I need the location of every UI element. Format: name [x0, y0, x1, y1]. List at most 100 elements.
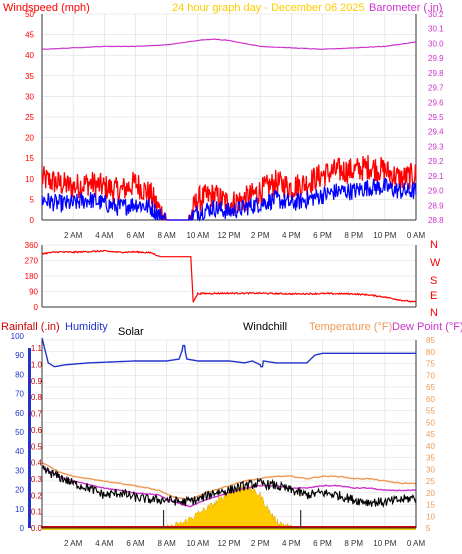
- windspeed-tick-label: 35: [25, 72, 34, 81]
- barometer-line: [42, 38, 417, 51]
- barometer-tick-label: 30.1: [428, 25, 444, 34]
- temperature-tick-label: 80: [426, 348, 435, 357]
- rain-tick-label: 0.5: [31, 442, 43, 451]
- temperature-tick-label: 45: [426, 430, 435, 439]
- windspeed-tick-label: 20: [25, 134, 34, 143]
- bottom-x-tick-label: 2 PM: [251, 539, 270, 548]
- top-x-tick-label: 10 AM: [186, 231, 209, 240]
- humidity-line: [41, 337, 416, 368]
- top-x-tick-label: 8 PM: [344, 231, 363, 240]
- top-x-tick-label: 4 AM: [95, 231, 114, 240]
- temperature-tick-label: 55: [426, 407, 435, 416]
- bottom-x-tick-label: 2 AM: [64, 539, 83, 548]
- barometer-tick-label: 29.9: [428, 54, 444, 63]
- humidity-tick-label: 50: [15, 428, 24, 437]
- direction-tick-label: 180: [25, 272, 39, 281]
- bottom-x-tick-label: 8 PM: [344, 539, 363, 548]
- humidity-tick-label: 20: [15, 486, 24, 495]
- temperature-tick-label: 70: [426, 371, 435, 380]
- bottom-x-tick-label: 0 AM: [407, 539, 426, 548]
- solar-label: Solar: [118, 326, 144, 338]
- rain-tick-label: 0.7: [31, 410, 43, 419]
- temperature-tick-label: 60: [426, 395, 435, 404]
- humidity-tick-label: 70: [15, 390, 24, 399]
- top-x-tick-label: 4 PM: [282, 231, 301, 240]
- top-x-tick-label: 12 PM: [217, 231, 240, 240]
- barometer-tick-label: 28.8: [428, 216, 444, 225]
- top-x-tick-label: 0 AM: [407, 231, 426, 240]
- barometer-tick-label: 29.6: [428, 98, 444, 107]
- rain-humidity-temp-chart: 5 10 15 20 25 30 35 40 45 50 55 60 65 70 75 80 85 0 10 20 30…: [11, 332, 436, 548]
- compass-label: E: [430, 290, 437, 302]
- top-x-tick-label: 6 AM: [126, 231, 145, 240]
- bottom-x-tick-label: 4 AM: [95, 539, 114, 548]
- chart-title: 24 hour graph day - December 06 2025: [172, 2, 365, 14]
- temperature-tick-label: 65: [426, 383, 435, 392]
- direction-tick-label: 90: [29, 288, 38, 297]
- windspeed-tick-label: 15: [25, 154, 34, 163]
- barometer-tick-label: 28.9: [428, 201, 444, 210]
- windchill-line: [41, 465, 417, 509]
- wind-average-line: [41, 177, 417, 222]
- barometer-tick-label: 29.7: [428, 84, 444, 93]
- compass-label: N: [430, 239, 438, 251]
- rain-tick-label: 1.1: [31, 344, 43, 353]
- top-x-tick-label: 6 PM: [313, 231, 332, 240]
- humidity-scale-bar: [28, 348, 31, 528]
- rainfall-axis-label: Rainfall (.in): [1, 321, 60, 333]
- windspeed-tick-label: 45: [25, 31, 34, 40]
- rain-tick-label: 0.6: [31, 426, 43, 435]
- temperature-tick-label: 50: [426, 418, 435, 427]
- compass-label: W: [430, 257, 441, 269]
- direction-tick-label: 0: [34, 303, 39, 312]
- direction-tick-label: 270: [25, 257, 39, 266]
- humidity-tick-label: 60: [15, 409, 24, 418]
- windchill-label: Windchill: [243, 321, 287, 333]
- temperature-tick-label: 40: [426, 442, 435, 451]
- top-x-tick-label: 2 AM: [64, 231, 83, 240]
- temperature-tick-label: 20: [426, 489, 435, 498]
- rain-tick-label: 0.3: [31, 475, 43, 484]
- direction-tick-label: 360: [25, 241, 39, 250]
- top-x-tick-label: 2 PM: [251, 231, 270, 240]
- barometer-tick-label: 30.0: [428, 39, 444, 48]
- humidity-tick-label: 0: [20, 524, 25, 533]
- temperature-tick-label: 75: [426, 360, 435, 369]
- barometer-tick-label: 29.1: [428, 172, 444, 181]
- wind-barometer-chart: 0 5 10 15 20 25 30 35 40 45 50 28.8 28.9 29.0 29.1 29.2…: [25, 10, 444, 240]
- windspeed-tick-label: 5: [30, 195, 35, 204]
- windspeed-tick-label: 40: [25, 51, 34, 60]
- barometer-tick-label: 30.2: [428, 10, 444, 19]
- rain-tick-label: 0.9: [31, 377, 43, 386]
- windspeed-tick-label: 50: [25, 10, 34, 19]
- humidity-tick-label: 90: [15, 351, 24, 360]
- barometer-axis-label: Barometer (.in): [369, 2, 442, 14]
- dewpoint-axis-label: Dew Point (°F): [392, 321, 462, 333]
- wind-direction-line: [41, 249, 417, 303]
- rain-tick-label: 0.2: [31, 491, 43, 500]
- barometer-tick-label: 29.3: [428, 142, 444, 151]
- temperature-tick-label: 85: [426, 336, 435, 345]
- humidity-axis-label: Humidity: [65, 321, 108, 333]
- bottom-x-tick-label: 10 PM: [373, 539, 396, 548]
- top-x-tick-label: 10 PM: [373, 231, 396, 240]
- temperature-tick-label: 10: [426, 512, 435, 521]
- bottom-x-tick-label: 6 PM: [313, 539, 332, 548]
- rain-tick-label: 0.0: [31, 524, 43, 533]
- humidity-tick-label: 100: [11, 332, 25, 341]
- rain-tick-label: 0.8: [31, 393, 43, 402]
- compass-label: S: [430, 275, 437, 287]
- temperature-tick-label: 35: [426, 454, 435, 463]
- top-x-tick-label: 8 AM: [158, 231, 177, 240]
- barometer-tick-label: 29.4: [428, 128, 444, 137]
- bottom-x-tick-label: 12 PM: [217, 539, 240, 548]
- windspeed-tick-label: 0: [30, 216, 35, 225]
- bottom-x-tick-label: 8 AM: [158, 539, 177, 548]
- bottom-x-tick-label: 6 AM: [126, 539, 145, 548]
- humidity-tick-label: 80: [15, 370, 24, 379]
- windspeed-tick-label: 30: [25, 92, 34, 101]
- humidity-tick-label: 10: [15, 505, 24, 514]
- bottom-x-tick-label: 4 PM: [282, 539, 301, 548]
